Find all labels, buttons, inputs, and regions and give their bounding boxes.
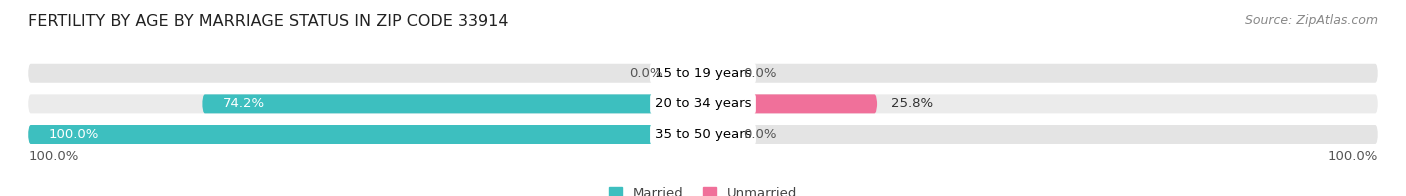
Text: FERTILITY BY AGE BY MARRIAGE STATUS IN ZIP CODE 33914: FERTILITY BY AGE BY MARRIAGE STATUS IN Z… — [28, 14, 509, 29]
Text: 20 to 34 years: 20 to 34 years — [655, 97, 751, 110]
Legend: Married, Unmarried: Married, Unmarried — [609, 187, 797, 196]
Text: 74.2%: 74.2% — [222, 97, 264, 110]
Text: 25.8%: 25.8% — [890, 97, 932, 110]
Text: 15 to 19 years: 15 to 19 years — [655, 67, 751, 80]
Text: 100.0%: 100.0% — [48, 128, 98, 141]
FancyBboxPatch shape — [703, 64, 730, 83]
Text: 0.0%: 0.0% — [744, 128, 778, 141]
FancyBboxPatch shape — [28, 64, 1378, 83]
FancyBboxPatch shape — [28, 125, 1378, 144]
Text: 100.0%: 100.0% — [28, 151, 79, 163]
FancyBboxPatch shape — [202, 94, 703, 113]
Text: 35 to 50 years: 35 to 50 years — [655, 128, 751, 141]
FancyBboxPatch shape — [28, 125, 703, 144]
FancyBboxPatch shape — [28, 94, 1378, 113]
FancyBboxPatch shape — [703, 94, 877, 113]
Text: Source: ZipAtlas.com: Source: ZipAtlas.com — [1244, 14, 1378, 27]
Text: 100.0%: 100.0% — [1327, 151, 1378, 163]
Text: 0.0%: 0.0% — [744, 67, 778, 80]
FancyBboxPatch shape — [703, 125, 730, 144]
FancyBboxPatch shape — [676, 64, 703, 83]
Text: 0.0%: 0.0% — [628, 67, 662, 80]
